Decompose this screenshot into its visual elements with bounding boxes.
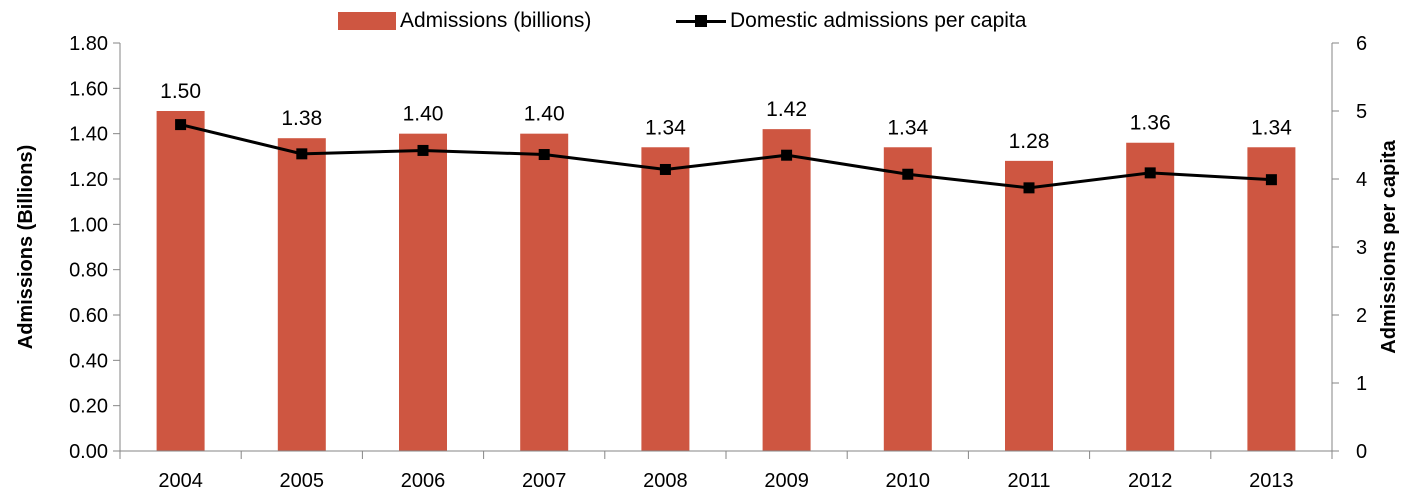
axes-group: 0.00 0.20 0.40 0.60 0.80 1.00 1.20 1.40 1.60 1.80…	[15, 33, 1400, 492]
per-capita-point	[1265, 174, 1277, 186]
x-tick-label: 2010	[886, 470, 931, 492]
per-capita-point	[1023, 182, 1035, 194]
per-capita-line	[180, 123, 1272, 190]
y-left-tick-label: 1.20	[69, 169, 108, 191]
legend-line-swatch	[676, 12, 726, 30]
bar-data-label: 1.38	[281, 107, 322, 130]
legend-bar-swatch	[338, 12, 396, 30]
bar-data-label: 1.28	[1009, 130, 1050, 153]
bar	[277, 138, 326, 451]
x-tick-label: 2005	[280, 470, 325, 492]
bar-data-label: 1.50	[160, 80, 201, 103]
bar-data-label: 1.42	[766, 98, 807, 121]
legend-item-admissions: Admissions (billions)	[338, 6, 591, 36]
bars-group	[156, 111, 1296, 451]
y-right-tick-label: 6	[1356, 33, 1367, 55]
bar	[883, 147, 932, 451]
bar-data-label: 1.34	[645, 116, 686, 139]
legend-square-marker-icon	[695, 15, 707, 27]
y-right-tick-label: 1	[1356, 373, 1367, 395]
per-capita-point	[296, 148, 308, 160]
x-tick-label: 2009	[764, 470, 809, 492]
bar-data-label: 1.40	[524, 103, 565, 126]
y-right-tick-label: 4	[1356, 169, 1367, 191]
y-left-tick-label: 1.80	[69, 33, 108, 55]
y-right-tick-label: 2	[1356, 305, 1367, 327]
per-capita-point	[417, 144, 429, 156]
per-capita-point	[781, 149, 793, 161]
per-capita-point	[1144, 167, 1156, 179]
bar-data-label: 1.36	[1130, 112, 1171, 135]
y-left-tick-label: 1.40	[69, 124, 108, 146]
per-capita-point	[902, 168, 914, 180]
bar-data-label: 1.40	[403, 103, 444, 126]
y-right-tick-label: 3	[1356, 237, 1367, 259]
x-tick-label: 2013	[1249, 470, 1294, 492]
legend-label-admissions: Admissions (billions)	[400, 9, 592, 32]
y-left-axis-title: Admissions (Billions)	[15, 145, 37, 349]
y-left-tick-label: 1.60	[69, 78, 108, 100]
per-capita-point	[175, 119, 187, 131]
y-left-tick-label: 0.00	[69, 441, 108, 463]
x-tick-label: 2011	[1007, 470, 1050, 492]
line-series-group	[175, 119, 1277, 194]
y-right-axis-title: Admissions per capita	[1378, 139, 1400, 353]
x-tick-label: 2008	[643, 470, 688, 492]
y-left-tick-label: 1.00	[69, 214, 108, 236]
y-left-tick-label: 0.60	[69, 305, 108, 327]
x-tick-label: 2007	[522, 470, 567, 492]
per-capita-point	[538, 149, 550, 161]
bar-data-label: 1.34	[887, 116, 928, 139]
bar	[156, 111, 205, 451]
y-left-tick-label: 0.40	[69, 350, 108, 372]
x-tick-label: 2006	[401, 470, 446, 492]
legend-label-per-capita: Domestic admissions per capita	[730, 9, 1027, 32]
data-labels-group: 1.50 1.38 1.40 1.40 1.34 1.42 1.34 1.28 1.36 1.34	[160, 80, 1292, 153]
legend: Admissions (billions) Domestic admission…	[0, 6, 1413, 36]
bar	[520, 133, 569, 451]
x-tick-label: 2012	[1128, 470, 1173, 492]
bar	[1005, 160, 1053, 451]
y-left-tick-label: 0.80	[69, 260, 108, 282]
x-tick-label: 2004	[158, 470, 203, 492]
y-right-tick-label: 0	[1356, 441, 1367, 463]
bar	[641, 147, 690, 451]
y-left-tick-label: 0.20	[69, 396, 108, 418]
bar	[762, 129, 811, 451]
bar	[1126, 142, 1175, 451]
bar	[1247, 147, 1296, 451]
bar	[399, 133, 447, 451]
legend-item-per-capita: Domestic admissions per capita	[676, 6, 1026, 36]
y-right-tick-label: 5	[1356, 101, 1367, 123]
bar-data-label: 1.34	[1251, 116, 1292, 139]
per-capita-point	[659, 163, 671, 175]
